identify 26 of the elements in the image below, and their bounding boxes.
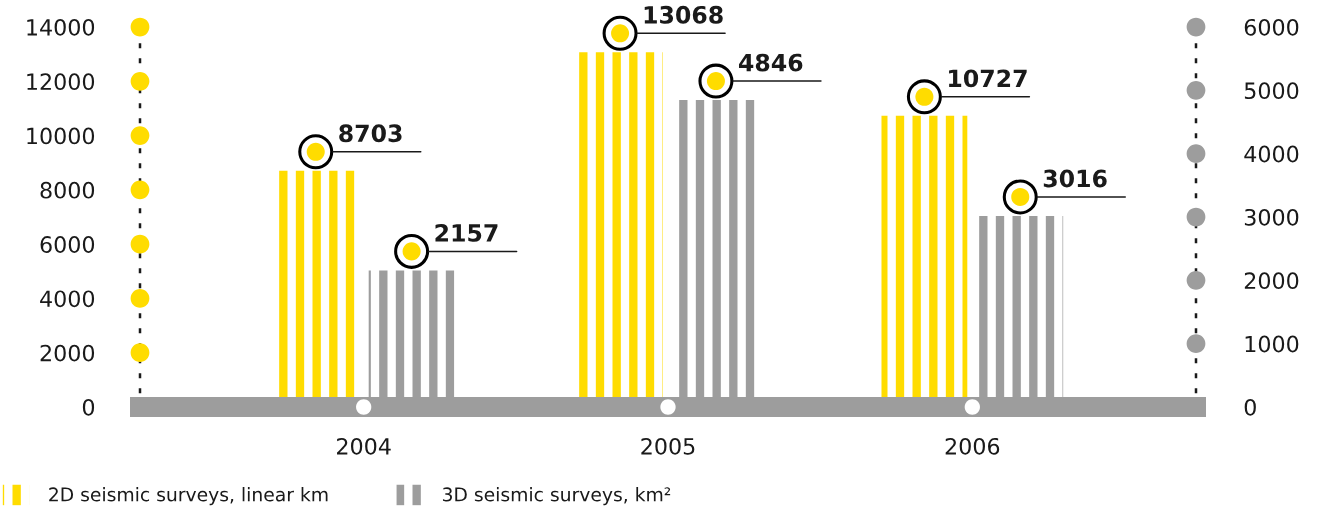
y-tick-label: 2000 — [40, 344, 95, 362]
y-tick-label: 12000 — [27, 73, 95, 91]
x-tick-label: 2004 — [337, 437, 391, 455]
data-label: 10727 — [949, 69, 1027, 88]
x-tick-label: 2006 — [945, 437, 1000, 455]
y2-tick-label: 6000 — [1244, 18, 1299, 36]
y2-tick-label: 5000 — [1244, 82, 1299, 100]
y2-tick-label: 2000 — [1244, 272, 1299, 290]
data-label: 2157 — [435, 223, 498, 242]
y-tick-label: 14000 — [27, 18, 95, 36]
y-tick-label: 0 — [82, 398, 95, 416]
y2-tick-label: 1000 — [1245, 335, 1299, 353]
legend-label: 2D seismic surveys, linear km — [49, 487, 328, 506]
y2-tick-label: 4000 — [1244, 145, 1299, 163]
y2-tick-label: 3000 — [1244, 208, 1299, 226]
data-label: 8703 — [339, 124, 402, 143]
x-tick-label: 2005 — [641, 437, 695, 455]
legend-label: 3D seismic surveys, km² — [442, 487, 671, 506]
y-tick-label: 6000 — [40, 236, 95, 253]
y2-tick-label: 0 — [1244, 398, 1256, 416]
y-tick-label: 8000 — [40, 181, 95, 199]
data-label: 13068 — [644, 5, 723, 24]
data-label: 3016 — [1043, 169, 1107, 188]
data-label: 4846 — [738, 53, 803, 72]
y-tick-label: 4000 — [40, 290, 95, 308]
y-tick-label: 10000 — [27, 127, 95, 145]
